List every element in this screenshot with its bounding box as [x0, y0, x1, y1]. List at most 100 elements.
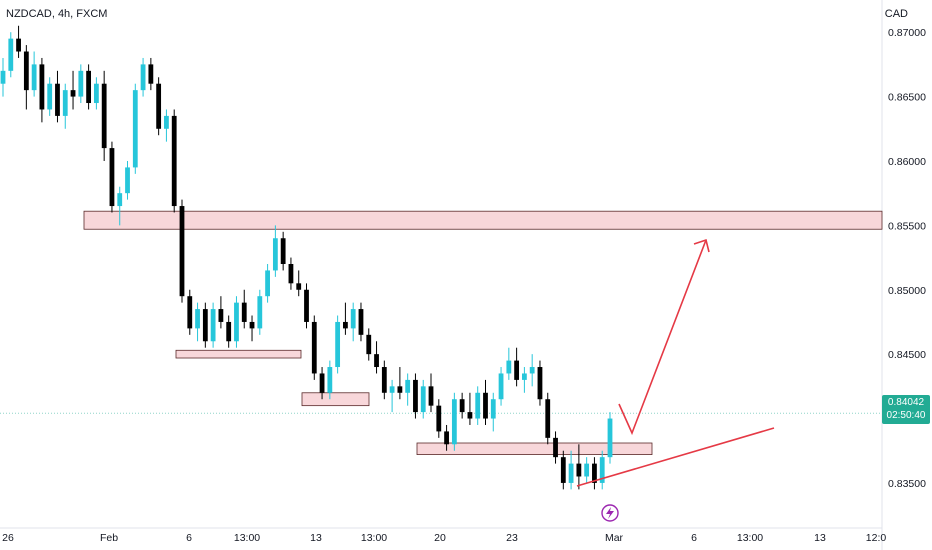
- y-tick-label: 0.85000: [888, 285, 926, 297]
- candle-body: [241, 302, 247, 322]
- candle-body: [459, 399, 465, 413]
- support-resistance-zone: [175, 349, 302, 359]
- x-tick-label: 13: [814, 532, 826, 544]
- candle-body: [125, 167, 130, 194]
- candle-body: [140, 64, 146, 91]
- candle-body: [490, 399, 496, 419]
- candle-body: [93, 83, 99, 104]
- candle-body: [210, 309, 216, 342]
- y-tick-label: 0.87000: [888, 27, 926, 39]
- candle-body: [568, 463, 574, 483]
- candle-body: [506, 360, 512, 374]
- candle-body: [545, 399, 551, 438]
- candle-body: [70, 90, 76, 97]
- projection-arrow: [618, 239, 707, 436]
- candle-body: [31, 64, 37, 91]
- bar-countdown: 02:50:40: [886, 410, 926, 421]
- candle-body: [560, 457, 566, 483]
- support-resistance-zone: [301, 392, 370, 407]
- candle-body: [405, 379, 411, 393]
- candle-body: [467, 412, 473, 419]
- candle-body: [78, 70, 84, 97]
- x-tick-label: 20: [434, 532, 446, 544]
- candle-body: [148, 64, 154, 84]
- candle-body: [413, 379, 418, 413]
- candle-body: [553, 437, 558, 458]
- x-tick-label: Feb: [100, 532, 118, 544]
- candle-body: [319, 373, 325, 393]
- candle-body: [187, 296, 193, 329]
- candle-body: [47, 83, 53, 110]
- candle-body: [599, 457, 605, 483]
- candle-body: [420, 386, 426, 413]
- x-tick-label: Mar: [605, 532, 624, 544]
- candle-body: [498, 373, 504, 400]
- candle-body: [195, 309, 200, 329]
- y-tick-label: 0.86500: [888, 92, 926, 104]
- candle-body: [179, 206, 185, 297]
- candle-body: [529, 367, 535, 374]
- candle-body: [366, 334, 372, 355]
- candle-body: [132, 90, 138, 168]
- candle-body: [218, 309, 224, 322]
- y-tick-label: 0.84500: [888, 349, 926, 361]
- candle-body: [0, 70, 6, 84]
- y-tick-label: 0.83500: [888, 478, 926, 490]
- trendline: [576, 427, 775, 487]
- candle-body: [156, 83, 162, 129]
- candle-body: [288, 264, 294, 284]
- candle-body: [280, 238, 286, 264]
- candle-body: [55, 83, 60, 116]
- projection-arrowhead: [693, 238, 710, 253]
- candle-body: [389, 386, 395, 393]
- candle-body: [109, 148, 115, 207]
- candle-body: [234, 302, 239, 342]
- candle-body: [483, 392, 488, 419]
- current-price-badge: 0.84042 02:50:40: [882, 395, 930, 424]
- candle-body: [592, 463, 597, 483]
- candle-body: [257, 296, 263, 329]
- x-tick-label: 13:00: [234, 532, 260, 544]
- candle-body: [171, 115, 177, 207]
- candle-body: [272, 238, 278, 271]
- symbol-title: NZDCAD, 4h, FXCM: [6, 8, 108, 20]
- currency-label: CAD: [884, 8, 908, 20]
- candle-body: [350, 309, 356, 329]
- candle-body: [296, 283, 302, 290]
- candle-body: [202, 309, 208, 342]
- candle-body: [265, 270, 270, 297]
- x-tick-label: 23: [506, 532, 518, 544]
- current-price-value: 0.84042: [887, 397, 925, 408]
- candle-body: [397, 386, 403, 393]
- support-resistance-zone: [416, 442, 653, 455]
- x-tick-label: 13:00: [361, 532, 387, 544]
- candle-body: [62, 90, 68, 116]
- candle-body: [343, 321, 348, 329]
- candle-body: [39, 64, 45, 110]
- candle-body: [16, 38, 21, 52]
- candle-body: [374, 354, 379, 368]
- x-tick-label: 6: [691, 532, 697, 544]
- candle-body: [537, 367, 543, 400]
- candle-body: [311, 321, 317, 374]
- y-tick-label: 0.86000: [888, 156, 926, 168]
- candle-body: [444, 431, 449, 445]
- candle-body: [607, 418, 613, 458]
- candle-body: [576, 463, 582, 477]
- candle-body: [8, 38, 14, 71]
- candle-body: [451, 399, 457, 445]
- x-tick-label: 26: [2, 532, 14, 544]
- lightning-icon: [601, 504, 619, 522]
- candle-body: [428, 386, 434, 406]
- x-tick-label: 13:00: [737, 532, 763, 544]
- candle-body: [475, 392, 481, 419]
- x-tick-label: 13: [310, 532, 322, 544]
- candle-body: [117, 193, 123, 207]
- candle-body: [164, 115, 169, 129]
- support-resistance-zone: [83, 210, 883, 230]
- candle-body: [86, 70, 92, 104]
- candle-body: [584, 463, 590, 477]
- candle-body: [101, 83, 107, 149]
- candle-body: [304, 289, 309, 322]
